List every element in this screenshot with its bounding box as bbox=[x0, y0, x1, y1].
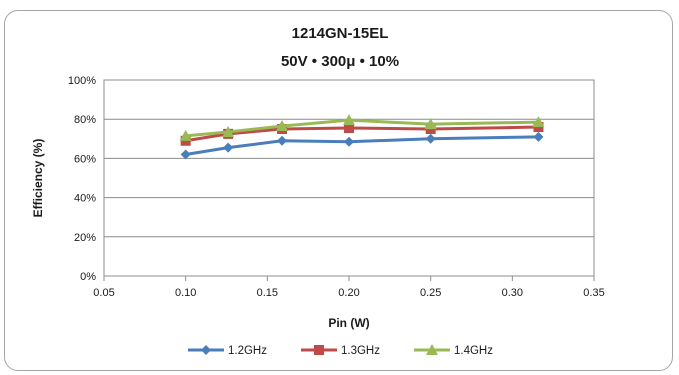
x-tick-label: 0.15 bbox=[257, 287, 278, 299]
x-tick-label: 0.10 bbox=[175, 287, 196, 299]
legend: 1.2GHz 1.3GHz 1.4GHz bbox=[188, 344, 493, 357]
x-axis-ticks: 0.05 0.10 0.15 0.20 0.25 0.30 0.35 bbox=[93, 276, 605, 299]
legend-label: 1.3GHz bbox=[341, 345, 380, 357]
legend-item: 1.3GHz bbox=[301, 345, 380, 357]
y-tick-label: 60% bbox=[74, 153, 96, 165]
series-group bbox=[179, 114, 545, 160]
chart-frame bbox=[4, 10, 673, 371]
legend-marker bbox=[201, 345, 211, 355]
series-line bbox=[185, 135, 539, 156]
x-tick-label: 0.25 bbox=[420, 287, 441, 299]
y-tick-label: 20% bbox=[74, 232, 96, 244]
data-point bbox=[344, 123, 354, 134]
x-axis-label: Pin (W) bbox=[328, 316, 369, 330]
legend-item: 1.2GHz bbox=[188, 345, 267, 357]
data-point bbox=[532, 116, 545, 128]
series-1.4GHz bbox=[179, 114, 545, 141]
data-point bbox=[180, 149, 191, 160]
series-1.2GHz bbox=[180, 131, 544, 160]
legend-label: 1.2GHz bbox=[228, 345, 267, 357]
y-tick-label: 40% bbox=[74, 193, 96, 205]
data-point bbox=[343, 114, 355, 126]
x-tick-label: 0.20 bbox=[338, 287, 359, 299]
plot-area bbox=[103, 79, 595, 277]
legend-marker bbox=[314, 345, 324, 355]
y-tick-label: 80% bbox=[74, 114, 96, 126]
data-point bbox=[222, 125, 235, 137]
data-point bbox=[344, 136, 354, 147]
y-axis-label: Efficiency (%) bbox=[31, 139, 45, 218]
data-point bbox=[276, 120, 289, 132]
x-tick-label: 0.30 bbox=[502, 287, 523, 299]
x-tick-label: 0.05 bbox=[93, 287, 114, 299]
data-point bbox=[425, 133, 436, 144]
x-tick-label: 0.35 bbox=[583, 287, 604, 299]
data-point bbox=[533, 131, 544, 142]
legend-item: 1.4GHz bbox=[414, 344, 493, 357]
data-point bbox=[223, 142, 234, 153]
legend-label: 1.4GHz bbox=[454, 345, 493, 357]
legend-marker bbox=[426, 344, 438, 355]
series-line bbox=[185, 125, 539, 143]
y-tick-label: 100% bbox=[68, 75, 96, 87]
data-point bbox=[179, 129, 192, 141]
chart-title: 1214GN-15EL bbox=[292, 25, 389, 42]
chart-subtitle: 50V • 300μ • 10% bbox=[281, 53, 399, 70]
data-point bbox=[277, 135, 288, 146]
y-tick-label: 0% bbox=[80, 271, 96, 283]
y-axis-ticks: 0% 20% 40% 60% 80% 100% bbox=[68, 75, 96, 283]
data-point bbox=[424, 118, 437, 130]
series-line bbox=[185, 118, 539, 138]
